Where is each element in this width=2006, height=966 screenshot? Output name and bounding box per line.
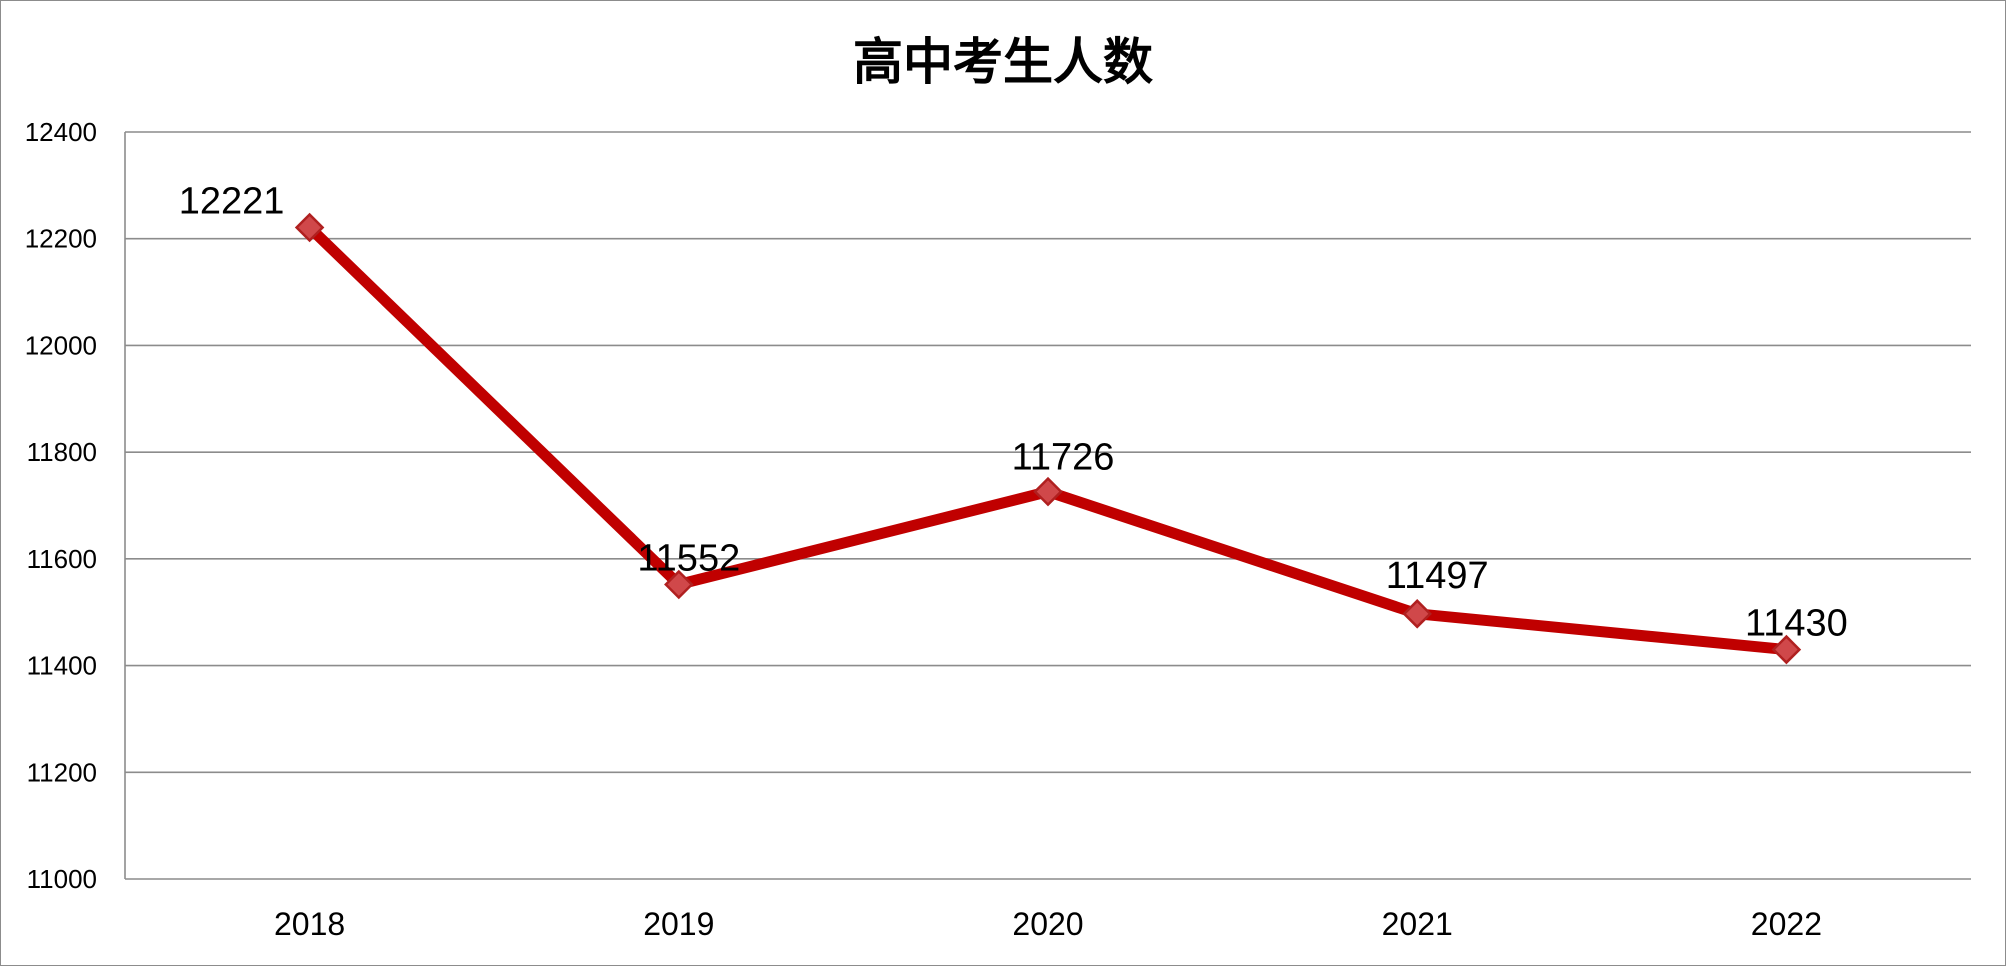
marker-layer [294,212,1802,665]
x-tick-label: 2019 [643,906,714,942]
y-tick-label: 11600 [27,544,97,574]
data-label-layer: 12221 11552 11726 11497 11430 [179,181,1848,645]
data-label: 11430 [1745,603,1848,645]
data-point-marker [1033,476,1063,507]
data-label: 11552 [637,537,740,579]
x-axis-ticks: 2018 2019 2020 2021 2022 [274,906,1822,942]
y-tick-label: 12000 [25,330,97,360]
y-tick-label: 12200 [25,224,97,254]
data-point-marker [1402,599,1432,629]
x-tick-label: 2022 [1751,906,1822,942]
y-tick-label: 11800 [27,437,97,467]
data-label: 12221 [179,181,285,223]
y-axis-ticks: 11000 11200 11400 11600 11800 12000 12200 12400 [25,117,97,894]
y-tick-label: 11400 [27,651,97,681]
y-tick-label: 11200 [27,757,97,787]
chart-title: 高中考生人数 [853,33,1153,91]
x-tick-label: 2020 [1012,906,1083,942]
data-label: 11497 [1386,555,1489,597]
data-point-marker [1771,634,1802,665]
data-point-marker [664,569,694,600]
x-tick-label: 2021 [1382,906,1453,942]
data-label: 11726 [1012,437,1115,479]
data-point-marker [294,212,325,243]
y-tick-label: 11000 [27,864,97,894]
x-tick-label: 2018 [274,906,345,942]
y-tick-label: 12400 [25,117,97,147]
